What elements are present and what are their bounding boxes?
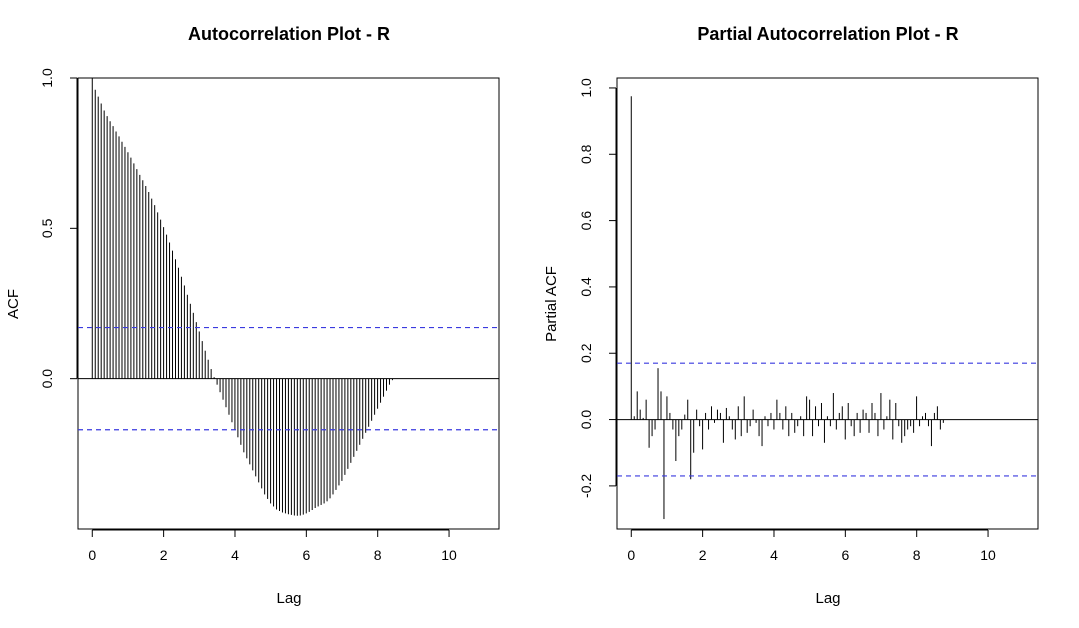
x-tick-label: 10 (980, 547, 996, 563)
y-tick-label: 0.2 (578, 343, 594, 363)
x-tick-label: 10 (441, 547, 457, 563)
plot-frame (77, 77, 500, 530)
y-tick-label: 0.4 (578, 277, 594, 297)
x-tick-label: 8 (913, 547, 921, 563)
x-tick-label: 4 (231, 547, 239, 563)
x-tick-label: 8 (374, 547, 382, 563)
y-tick-label: 0.0 (578, 410, 594, 430)
x-tick-label: 0 (627, 547, 635, 563)
chart-title: Autocorrelation Plot - R (188, 24, 390, 44)
x-axis-label: Lag (815, 590, 840, 607)
y-tick-label: 0.5 (39, 218, 55, 238)
y-axis-label: Partial ACF (543, 266, 560, 342)
y-tick-label: 1.0 (578, 78, 594, 98)
y-tick-label: 0.6 (578, 211, 594, 231)
x-axis-label: Lag (276, 590, 301, 607)
x-tick-label: 6 (841, 547, 849, 563)
plot-frame (616, 77, 1039, 530)
acf-chart: Autocorrelation Plot - R ACF Lag 0 2 4 6 8 10… (5, 24, 500, 607)
x-tick-label: 6 (302, 547, 310, 563)
x-tick-label: 2 (699, 547, 707, 563)
chart-title: Partial Autocorrelation Plot - R (697, 24, 958, 44)
y-tick-label: 0.8 (578, 144, 594, 164)
x-tick-label: 2 (160, 547, 168, 563)
y-tick-label: -0.2 (578, 474, 594, 498)
y-axis-label: ACF (5, 289, 22, 319)
x-tick-label: 0 (88, 547, 96, 563)
y-tick-label: 1.0 (39, 68, 55, 88)
pacf-chart: Partial Autocorrelation Plot - R Partial… (543, 24, 1039, 607)
y-tick-label: 0.0 (39, 369, 55, 389)
x-tick-label: 4 (770, 547, 778, 563)
